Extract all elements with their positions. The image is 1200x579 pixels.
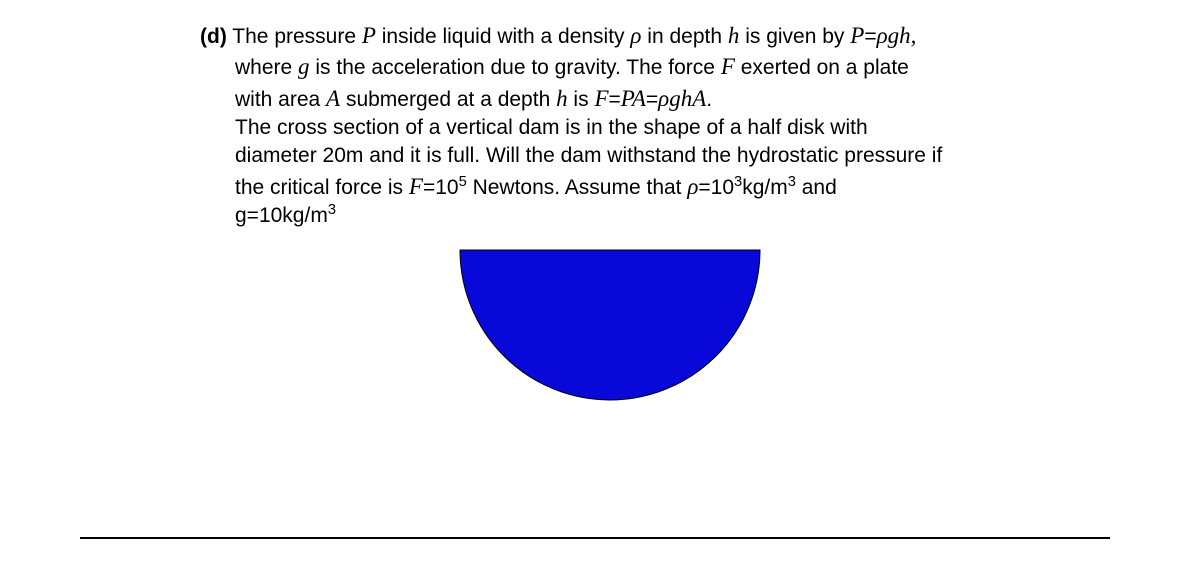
txt: is [568,88,595,111]
half-disk-shape [460,250,760,400]
txt: Newtons. Assume that [467,176,688,199]
txt: kg/m [742,176,788,199]
problem-line-2: where g is the acceleration due to gravi… [200,51,1020,82]
horizontal-rule [80,537,1110,539]
txt: diameter 20m and it is full. Will the da… [235,144,942,167]
txt: is the acceleration due to gravity. The … [310,56,721,79]
txt: . [706,88,712,111]
problem-line-4: The cross section of a vertical dam is i… [200,114,1020,142]
txt: The cross section of a vertical dam is i… [235,116,868,139]
problem-line-3: with area A submerged at a depth h is F=… [200,83,1020,114]
figure-container [200,240,1020,428]
var-F: F [721,54,735,79]
exp-3c: 3 [328,202,336,218]
problem-line-7: g=10kg/m3 [200,202,1020,230]
txt: and [796,176,837,199]
var-rho4: ρ [687,174,698,199]
var-h: h [728,23,740,48]
txt: is given by [739,25,850,48]
txt-ghA: ghA [669,86,706,111]
txt: = [864,25,876,48]
var-A: A [326,86,340,111]
txt: =10 [698,176,734,199]
txt: =10 [423,176,459,199]
var-rho: ρ [630,23,641,48]
page: (d) The pressure P inside liquid with a … [0,0,1200,579]
txt: with area [235,88,326,111]
half-disk-figure [450,240,770,420]
var-PA: PA [621,86,646,111]
var-F3: F [409,174,423,199]
problem-text: (d) The pressure P inside liquid with a … [200,20,1020,230]
problem-line-1: (d) The pressure P inside liquid with a … [200,20,1020,51]
problem-line-5: diameter 20m and it is full. Will the da… [200,142,1020,170]
var-F2: F [594,86,608,111]
txt: in depth [641,25,727,48]
var-g: g [298,54,310,79]
var-P2: P [850,23,864,48]
txt: = [609,88,621,111]
exp-5: 5 [459,174,467,190]
txt: the critical force is [235,176,409,199]
var-rho3: ρ [658,86,669,111]
txt-gh: gh, [888,23,917,48]
txt: where [235,56,298,79]
txt: exerted on a plate [735,56,909,79]
txt: The pressure [232,25,362,48]
txt: submerged at a depth [340,88,556,111]
exp-3b: 3 [788,174,796,190]
txt: = [646,88,658,111]
txt: g=10kg/m [235,204,328,227]
txt: inside liquid with a density [376,25,630,48]
var-h2: h [556,86,568,111]
problem-line-6: the critical force is F=105 Newtons. Ass… [200,171,1020,202]
var-rho2: ρ [877,23,888,48]
exp-3a: 3 [734,174,742,190]
part-label: (d) [200,25,227,48]
var-P: P [362,23,376,48]
